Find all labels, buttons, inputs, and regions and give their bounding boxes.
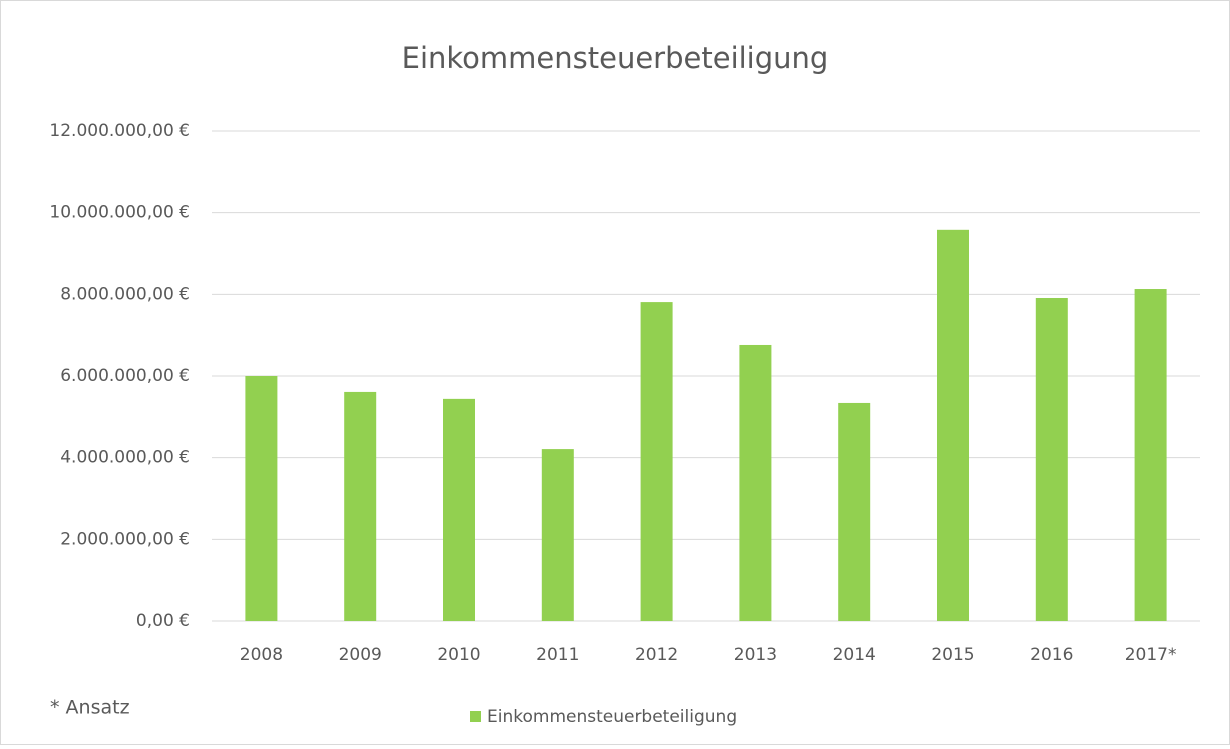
bar <box>640 302 673 621</box>
annotation: * Ansatz <box>50 697 130 719</box>
bar <box>344 391 377 621</box>
y-tick-label: 0,00 € <box>136 611 190 631</box>
x-tick-label: 2010 <box>437 645 480 665</box>
x-tick-label: 2008 <box>240 645 283 665</box>
y-tick-label: 12.000.000,00 € <box>49 121 190 141</box>
bar <box>541 449 574 621</box>
y-tick-label: 10.000.000,00 € <box>49 203 190 223</box>
y-tick-label: 6.000.000,00 € <box>60 366 190 386</box>
x-tick-label: 2013 <box>734 645 777 665</box>
bar <box>245 376 278 621</box>
x-tick-label: 2014 <box>833 645 876 665</box>
x-tick-label: 2017* <box>1125 645 1177 665</box>
bar <box>838 402 871 621</box>
chart-title: Einkommensteuerbeteiligung <box>402 41 829 75</box>
y-tick-label: 2.000.000,00 € <box>60 529 190 549</box>
x-tick-label: 2015 <box>931 645 974 665</box>
y-tick-label: 8.000.000,00 € <box>60 284 190 304</box>
x-tick-label: 2011 <box>536 645 579 665</box>
x-tick-label: 2016 <box>1030 645 1073 665</box>
bar <box>1134 289 1167 621</box>
bar <box>443 398 475 621</box>
bar <box>739 344 772 621</box>
x-tick-label: 2009 <box>339 645 382 665</box>
y-tick-label: 4.000.000,00 € <box>60 448 190 468</box>
bar <box>937 229 969 622</box>
x-tick-label: 2012 <box>635 645 678 665</box>
legend-label: Einkommensteuerbeteiligung <box>487 707 737 727</box>
legend-swatch <box>470 711 481 722</box>
bar <box>1035 298 1068 621</box>
